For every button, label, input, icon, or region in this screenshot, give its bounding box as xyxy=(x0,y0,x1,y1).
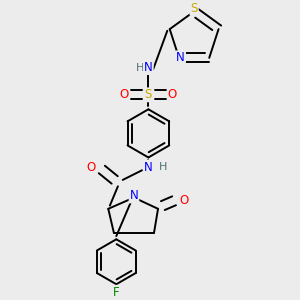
Text: H: H xyxy=(159,162,167,172)
Text: N: N xyxy=(130,190,138,202)
Text: H: H xyxy=(136,63,145,73)
Text: O: O xyxy=(120,88,129,101)
Text: N: N xyxy=(176,51,185,64)
Text: O: O xyxy=(179,194,188,207)
Text: O: O xyxy=(86,161,95,174)
Text: N: N xyxy=(144,160,153,174)
Text: S: S xyxy=(145,88,152,101)
Text: O: O xyxy=(168,88,177,101)
Text: N: N xyxy=(144,61,153,74)
Text: F: F xyxy=(113,286,120,299)
Text: S: S xyxy=(190,2,198,15)
